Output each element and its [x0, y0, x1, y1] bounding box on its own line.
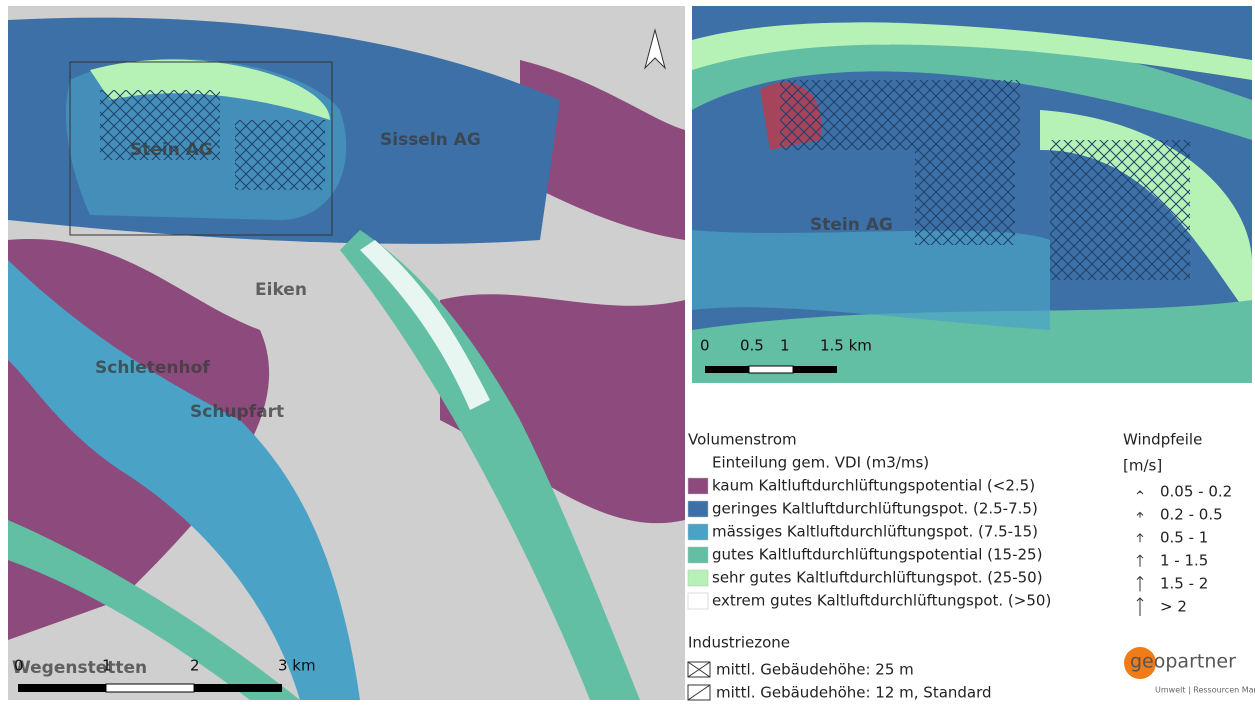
wind-arrow	[1137, 491, 1143, 494]
map-figure: Sisseln AG Stein AG Eiken Schupfart Schleten…	[0, 0, 1255, 706]
main-map: Sisseln AG Stein AG Eiken Schupfart Schleten…	[8, 6, 685, 700]
legend-swatch	[688, 478, 708, 494]
wind-unit: [m/s]	[1123, 457, 1162, 475]
legend-label: kaum Kaltluftdurchlüftungspotential (<2.…	[712, 477, 1035, 495]
legend-swatch	[688, 593, 708, 609]
place-label: Wegenstetten	[12, 658, 147, 678]
legend-swatch	[688, 501, 708, 517]
industry-hatch	[688, 685, 710, 700]
place-label: Sisseln AG	[380, 130, 481, 150]
legend-label: mässiges Kaltluftdurchlüftungspot. (7.5-…	[712, 523, 1038, 541]
wind-label: 0.2 - 0.5	[1160, 506, 1223, 524]
place-label: Schupfart	[190, 402, 284, 422]
scale-label: 2	[190, 657, 200, 675]
legend-swatch	[688, 524, 708, 540]
place-label: Stein AG	[810, 215, 893, 235]
place-label: Schletenhof	[95, 358, 210, 378]
legend-swatch	[688, 547, 708, 563]
legend-subtitle: Einteilung gem. VDI (m3/ms)	[712, 454, 929, 472]
scale-label: 3 km	[278, 657, 316, 675]
wind-arrow	[1137, 534, 1143, 542]
wind-arrow	[1137, 598, 1143, 616]
inset-map: Stein AG 0 0.5 1 1.5 km	[692, 6, 1252, 383]
legend-title: Volumenstrom	[688, 431, 797, 449]
scale-label: 1	[102, 657, 112, 675]
scale-label: 0	[14, 657, 24, 675]
legend-label: geringes Kaltluftdurchlüftungspot. (2.5-…	[712, 500, 1038, 518]
industry-label: mittl. Gebäudehöhe: 25 m	[716, 661, 914, 679]
wind-label: 0.05 - 0.2	[1160, 483, 1232, 501]
wind-arrow	[1137, 512, 1143, 517]
wind-label: 1.5 - 2	[1160, 575, 1208, 593]
legend-label: sehr gutes Kaltluftdurchlüftungspot. (25…	[712, 569, 1043, 587]
scale-label: 1.5 km	[820, 337, 872, 355]
scale-label: 0	[700, 337, 710, 355]
industry-hatch	[688, 662, 710, 677]
legend-swatch	[688, 570, 708, 586]
wind-title: Windpfeile	[1123, 431, 1202, 449]
wind-label: > 2	[1160, 598, 1187, 616]
legend-label: extrem gutes Kaltluftdurchlüftungspot. (…	[712, 592, 1051, 610]
place-label: Eiken	[255, 280, 307, 300]
industry-title: Industriezone	[688, 634, 790, 652]
wind-label: 0.5 - 1	[1160, 529, 1208, 547]
legend-label: gutes Kaltluftdurchlüftungspotential (15…	[712, 546, 1042, 564]
place-label: Stein AG	[130, 140, 213, 160]
logo-tagline: Umwelt | Ressourcen Management	[1155, 686, 1255, 695]
wind-label: 1 - 1.5	[1160, 552, 1208, 570]
industry-label: mittl. Gebäudehöhe: 12 m, Standard	[716, 684, 992, 702]
scale-label: 0.5	[740, 337, 764, 355]
scale-label: 1	[780, 337, 790, 355]
wind-arrow	[1137, 555, 1143, 567]
wind-arrow	[1137, 577, 1143, 592]
logo-name: geopartner	[1130, 651, 1236, 673]
